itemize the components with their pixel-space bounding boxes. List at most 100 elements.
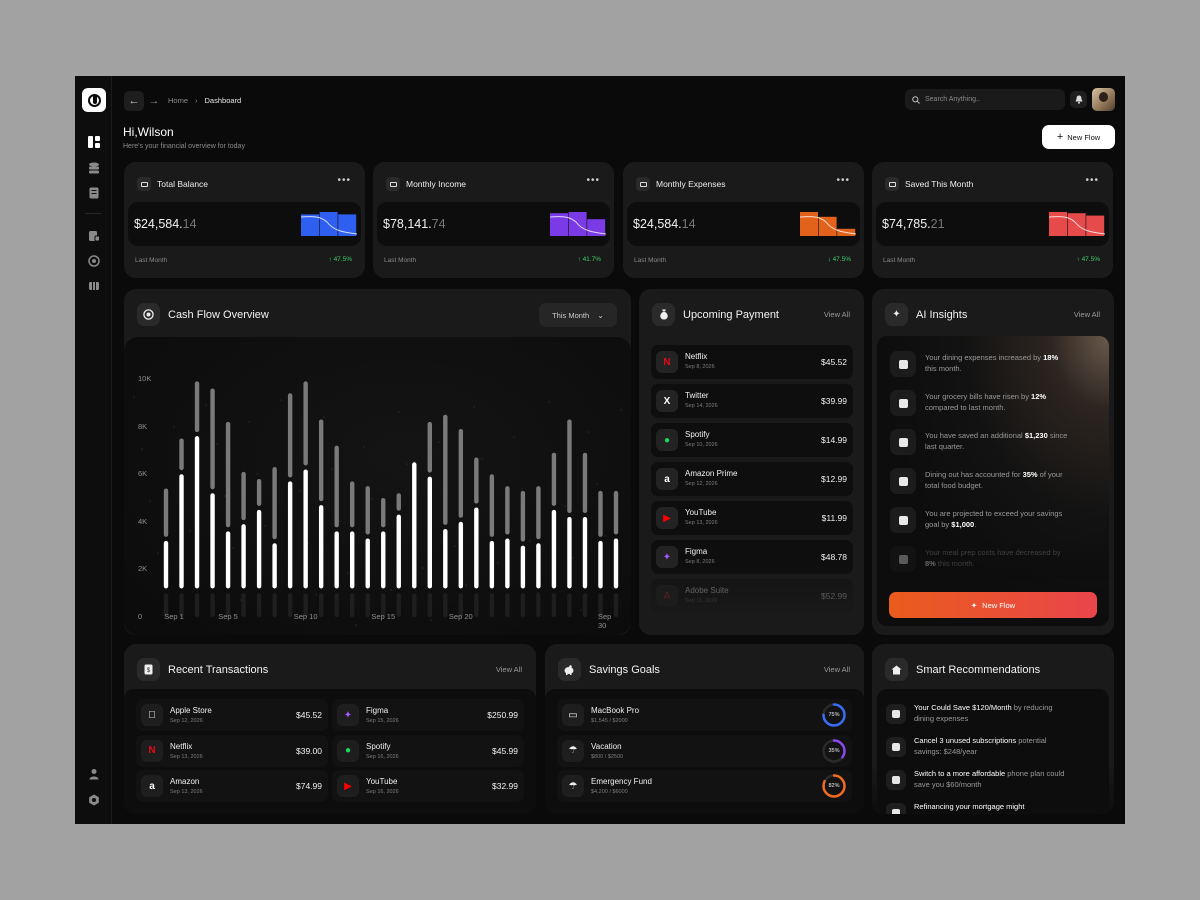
cashflow-bar-upper[interactable] (350, 481, 355, 528)
savings-goal-row[interactable]: ▭ MacBook Pro $1,545 / $2000 75% (557, 699, 852, 731)
cashflow-bar-lower[interactable] (412, 462, 417, 589)
cashflow-bar-upper[interactable] (334, 445, 339, 528)
recommendation-item[interactable]: Refinancing your mortgage might (884, 801, 1104, 814)
cashflow-bar-lower[interactable] (489, 540, 495, 589)
settings-icon[interactable] (83, 789, 105, 811)
recommendation-item[interactable]: Cancel 3 unused subscriptions potential … (884, 735, 1104, 765)
cashflow-bar-lower[interactable] (350, 531, 355, 589)
payment-row[interactable]: ▶ YouTube Sep 13, 2026 $11.99 (651, 501, 853, 535)
insight-item[interactable]: Dining out has accounted for 35% of your… (886, 465, 1101, 497)
cashflow-bar-lower[interactable] (334, 531, 339, 589)
recommendation-item[interactable]: Your Could Save $120/Month by reducing d… (884, 702, 1104, 732)
insight-item[interactable]: Your dining expenses increased by 18% th… (886, 348, 1101, 380)
insight-item[interactable]: You are projected to exceed your savings… (886, 504, 1101, 536)
cashflow-bar-lower[interactable] (318, 505, 324, 589)
cashflow-bar-upper[interactable] (551, 452, 557, 506)
cashflow-bar-lower[interactable] (210, 493, 215, 589)
payment-row[interactable]: N Netflix Sep 8, 2026 $45.52 (651, 345, 853, 379)
payment-row[interactable]: A Adobe Suite Sep 11, 2026 $52.99 (651, 579, 853, 613)
cashflow-bar-upper[interactable] (536, 486, 541, 540)
cashflow-bar-upper[interactable] (365, 486, 370, 535)
cashflow-bar-lower[interactable] (287, 481, 293, 589)
cashflow-bar-upper[interactable] (163, 488, 169, 537)
insight-item[interactable]: You have saved an additional $1,230 sinc… (886, 426, 1101, 458)
cashflow-bar-lower[interactable] (272, 543, 277, 589)
more-icon[interactable]: ••• (1085, 175, 1099, 186)
transaction-row[interactable]:  Apple Store Sep 12, 2026 $45.52 (136, 699, 328, 731)
cashflow-bar-upper[interactable] (567, 419, 572, 514)
recommendation-item[interactable]: Switch to a more affordable phone plan c… (884, 768, 1104, 798)
invoice-icon[interactable] (83, 225, 105, 247)
cashflow-bar-upper[interactable] (225, 421, 231, 528)
app-logo[interactable] (82, 88, 106, 112)
cashflow-bar-upper[interactable] (520, 490, 526, 542)
insight-item[interactable]: Your meal prep costs have decreased by 8… (886, 543, 1101, 575)
back-button[interactable]: ← (124, 91, 144, 111)
transaction-row[interactable]: a Amazon Sep 13, 2026 $74.99 (136, 770, 328, 802)
cashflow-bar-upper[interactable] (474, 457, 479, 504)
cashflow-bar-upper[interactable] (241, 471, 246, 521)
wallet-icon[interactable] (83, 275, 105, 297)
cashflow-bar-lower[interactable] (613, 538, 619, 589)
cashflow-bar-lower[interactable] (396, 514, 401, 589)
breadcrumb-home[interactable]: Home (168, 96, 189, 105)
period-dropdown[interactable]: This Month ⌄ (539, 303, 617, 327)
cashflow-bar-upper[interactable] (582, 452, 588, 514)
payment-row[interactable]: ✦ Figma Sep 8, 2026 $48.78 (651, 540, 853, 574)
savings-view-all-link[interactable]: View All (823, 665, 850, 674)
cashflow-bar-lower[interactable] (194, 436, 200, 589)
ai-view-all-link[interactable]: View All (1073, 310, 1100, 319)
cashflow-bar-lower[interactable] (303, 469, 308, 589)
more-icon[interactable]: ••• (836, 175, 850, 186)
more-icon[interactable]: ••• (586, 175, 600, 186)
transaction-row[interactable]: ● Spotify Sep 16, 2026 $45.99 (332, 734, 524, 767)
payment-row[interactable]: a Amazon Prime Sep 12, 2026 $12.99 (651, 462, 853, 496)
cashflow-bar-lower[interactable] (505, 538, 510, 589)
forward-button[interactable]: → (144, 91, 164, 111)
dashboard-icon[interactable] (83, 131, 105, 153)
cashflow-bar-upper[interactable] (256, 478, 262, 506)
cashflow-bar-upper[interactable] (505, 486, 510, 535)
cashflow-bar-lower[interactable] (582, 517, 588, 589)
payments-view-all-link[interactable]: View All (823, 310, 850, 319)
cashflow-bar-upper[interactable] (458, 428, 464, 518)
ai-new-flow-button[interactable]: ✦ New Flow (889, 592, 1097, 618)
cashflow-bar-lower[interactable] (536, 543, 541, 589)
savings-goal-row[interactable]: ☂ Emergency Fund $4,200 / $6000 82% (557, 770, 852, 802)
cashflow-bar-upper[interactable] (598, 490, 603, 537)
cashflow-bar-lower[interactable] (443, 528, 448, 589)
cashflow-bar-lower[interactable] (241, 524, 246, 589)
cashflow-bar-upper[interactable] (179, 438, 184, 471)
savings-goal-row[interactable]: ☂ Vacation $800 / $2500 35% (557, 734, 852, 767)
cashflow-bar-lower[interactable] (179, 474, 184, 589)
transaction-row[interactable]: ▶ YouTube Sep 16, 2026 $32.99 (332, 770, 524, 802)
search-input[interactable]: Search Anything.. (905, 89, 1065, 110)
cashflow-bar-lower[interactable] (225, 531, 231, 589)
cashflow-bar-lower[interactable] (551, 509, 557, 589)
cashflow-bar-upper[interactable] (287, 393, 293, 478)
payment-row[interactable]: ● Spotify Sep 10, 2026 $14.99 (651, 423, 853, 457)
user-icon[interactable] (83, 763, 105, 785)
cashflow-bar-upper[interactable] (318, 419, 324, 502)
new-flow-button[interactable]: + New Flow (1042, 125, 1115, 149)
cashflow-bar-lower[interactable] (163, 540, 169, 589)
transactions-view-all-link[interactable]: View All (495, 665, 522, 674)
cashflow-bar-lower[interactable] (365, 538, 370, 589)
document-icon[interactable] (83, 182, 105, 204)
avatar[interactable] (1092, 88, 1115, 111)
cashflow-bar-lower[interactable] (256, 509, 262, 589)
cashflow-bar-lower[interactable] (598, 540, 603, 589)
cashflow-bar-upper[interactable] (303, 381, 308, 466)
payment-row[interactable]: X Twitter Sep 14, 2026 $39.99 (651, 384, 853, 418)
cashflow-bar-upper[interactable] (427, 421, 432, 473)
cashflow-bar-lower[interactable] (427, 476, 432, 589)
cashflow-bar-lower[interactable] (458, 521, 464, 589)
transaction-row[interactable]: ✦ Figma Sep 15, 2026 $250.99 (332, 699, 524, 731)
target-icon[interactable] (83, 250, 105, 272)
cashflow-bar-upper[interactable] (443, 414, 448, 525)
database-icon[interactable] (83, 157, 105, 179)
cashflow-bar-upper[interactable] (272, 467, 277, 540)
insight-item[interactable]: Your grocery bills have risen by 12% com… (886, 387, 1101, 419)
payment-row[interactable]: ♪ Apple Music $9.99 (651, 618, 853, 635)
cashflow-bar-lower[interactable] (567, 517, 572, 589)
